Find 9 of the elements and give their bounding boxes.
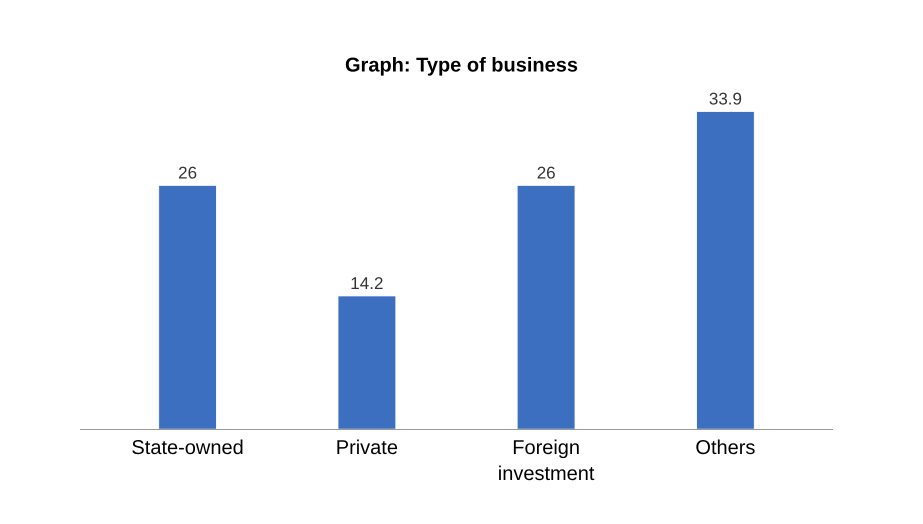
x-tick-label: Private (336, 437, 398, 459)
x-tick-label: Foreign investment (498, 437, 595, 485)
x-tick-label: Others (695, 437, 756, 459)
chart-title: Graph: Type of business (345, 54, 578, 77)
data-label: 26 (536, 164, 556, 183)
data-label: 33.9 (708, 90, 742, 109)
data-label: 14.2 (350, 274, 384, 294)
x-tick-label: State-owned (131, 437, 244, 459)
data-label: 26 (178, 164, 198, 183)
